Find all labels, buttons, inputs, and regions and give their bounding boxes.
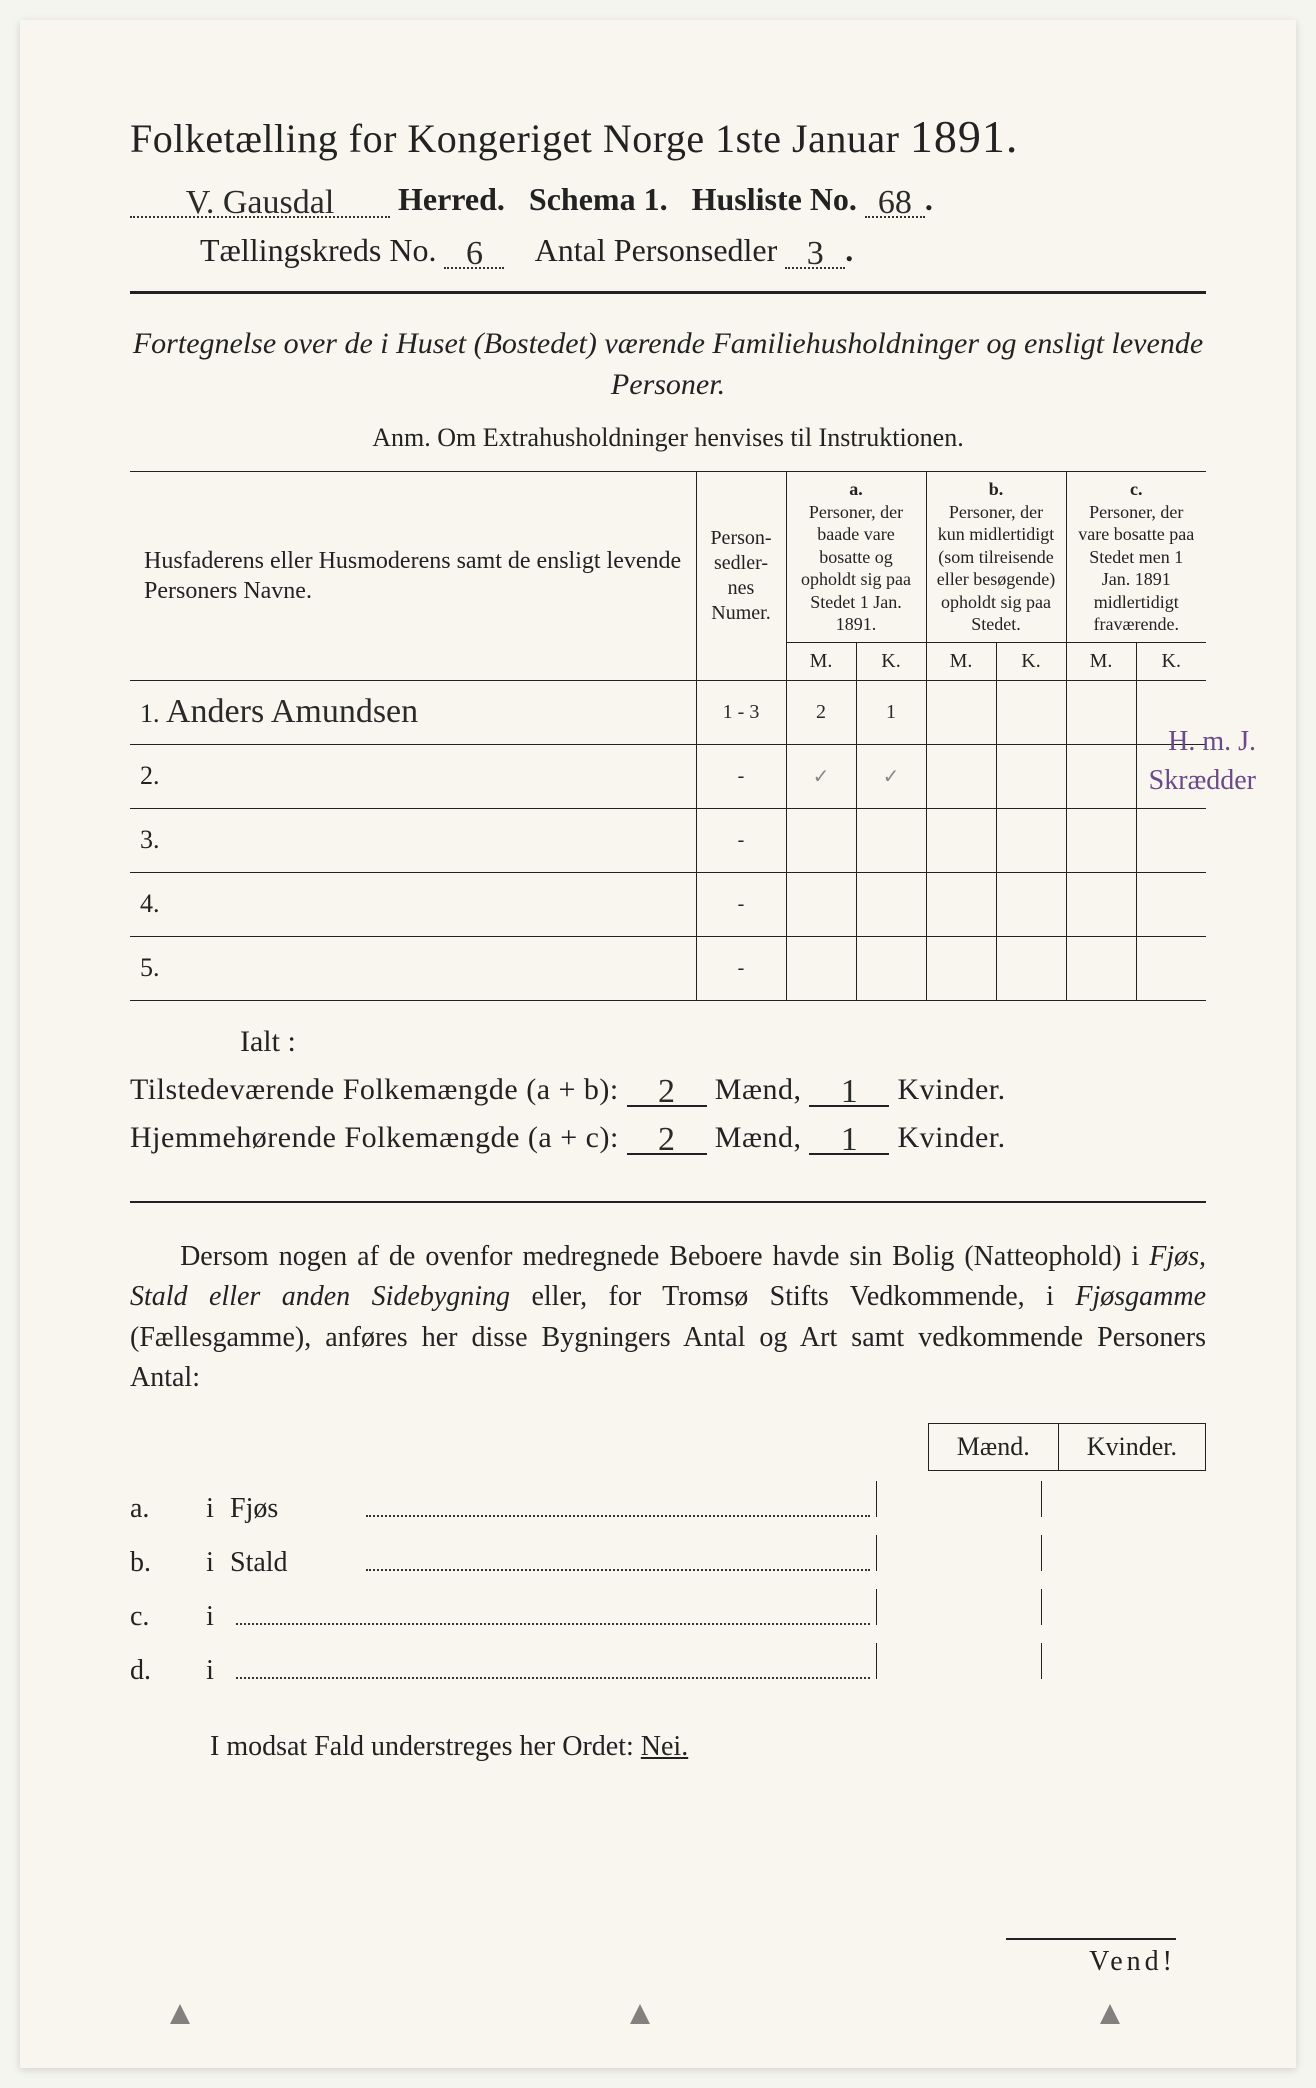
- line-a: a.i Fjøs: [130, 1481, 1206, 1525]
- husliste-label: Husliste No.: [692, 181, 857, 217]
- col-c-k: K.: [1136, 642, 1206, 680]
- col-a-m: M.: [786, 642, 856, 680]
- table-row: 5. -: [130, 936, 1206, 1000]
- antal-label: Antal Personsedler: [535, 232, 778, 268]
- col-a-k: K.: [856, 642, 926, 680]
- modsat-line: I modsat Fald understreges her Ordet: Ne…: [130, 1731, 1206, 1763]
- table-row: 1. Anders Amundsen 1 - 3 2 1: [130, 680, 1206, 744]
- col-numer-header: Person- sedler- nes Numer.: [696, 472, 786, 681]
- margin-annotation: H. m. J. Skrædder: [1149, 722, 1256, 800]
- antal-value: 3: [785, 235, 845, 269]
- hjemme-line: Hjemmehørende Folkemængde (a + c): 2 Mæn…: [130, 1121, 1206, 1155]
- line-d: d.i: [130, 1643, 1206, 1687]
- header-line-2: V. Gausdal Herred. Schema 1. Husliste No…: [130, 181, 1206, 218]
- col-c-header: c.Personer, der vare bosatte paa Stedet …: [1066, 472, 1206, 643]
- table-row: 3. -: [130, 808, 1206, 872]
- kreds-label: Tællingskreds No.: [200, 232, 436, 268]
- kvinder-header: Kvinder.: [1059, 1424, 1205, 1470]
- divider-2: [130, 1201, 1206, 1203]
- census-form-page: Folketælling for Kongeriget Norge 1ste J…: [20, 20, 1296, 2068]
- herred-value: V. Gausdal: [130, 184, 390, 218]
- col-a-header: a.Personer, der baade vare bosatte og op…: [786, 472, 926, 643]
- col-c-m: M.: [1066, 642, 1136, 680]
- fortegnelse-text: Fortegnelse over de i Huset (Bostedet) v…: [130, 324, 1206, 405]
- husliste-value: 68: [865, 184, 925, 218]
- line-c: c.i: [130, 1589, 1206, 1633]
- vend-label: Vend!: [1006, 1938, 1176, 1978]
- herred-label: Herred.: [398, 181, 505, 217]
- table-row: 4. -: [130, 872, 1206, 936]
- page-title: Folketælling for Kongeriget Norge 1ste J…: [130, 110, 1206, 163]
- col-b-k: K.: [996, 642, 1066, 680]
- anm-text: Anm. Om Extrahusholdninger henvises til …: [130, 423, 1206, 453]
- col-names-header: Husfaderens eller Husmoderens samt de en…: [130, 472, 696, 681]
- maend-header: Mænd.: [929, 1424, 1059, 1470]
- col-b-m: M.: [926, 642, 996, 680]
- schema-label: Schema 1.: [529, 181, 668, 217]
- title-main: Folketælling for Kongeriget Norge 1ste J…: [130, 116, 899, 161]
- col-b-header: b.Personer, der kun midlertidigt (som ti…: [926, 472, 1066, 643]
- kreds-value: 6: [444, 235, 504, 269]
- tilstede-line: Tilstedeværende Folkemængde (a + b): 2 M…: [130, 1073, 1206, 1107]
- mk-header-box: Mænd. Kvinder.: [130, 1423, 1206, 1471]
- paper-tear-icon: [1100, 2004, 1120, 2024]
- household-table: Husfaderens eller Husmoderens samt de en…: [130, 471, 1206, 1001]
- title-year: 1891.: [910, 111, 1019, 162]
- divider: [130, 291, 1206, 294]
- ialt-label: Ialt :: [130, 1025, 1206, 1059]
- header-line-3: Tællingskreds No. 6 Antal Personsedler 3…: [130, 232, 1206, 269]
- paper-tear-icon: [630, 2004, 650, 2024]
- table-row: 2. - ✓ ✓: [130, 744, 1206, 808]
- paper-tear-icon: [170, 2004, 190, 2024]
- abcd-lines: a.i Fjøs b.i Stald c.i d.i: [130, 1481, 1206, 1687]
- dersom-paragraph: Dersom nogen af de ovenfor medregnede Be…: [130, 1237, 1206, 1399]
- line-b: b.i Stald: [130, 1535, 1206, 1579]
